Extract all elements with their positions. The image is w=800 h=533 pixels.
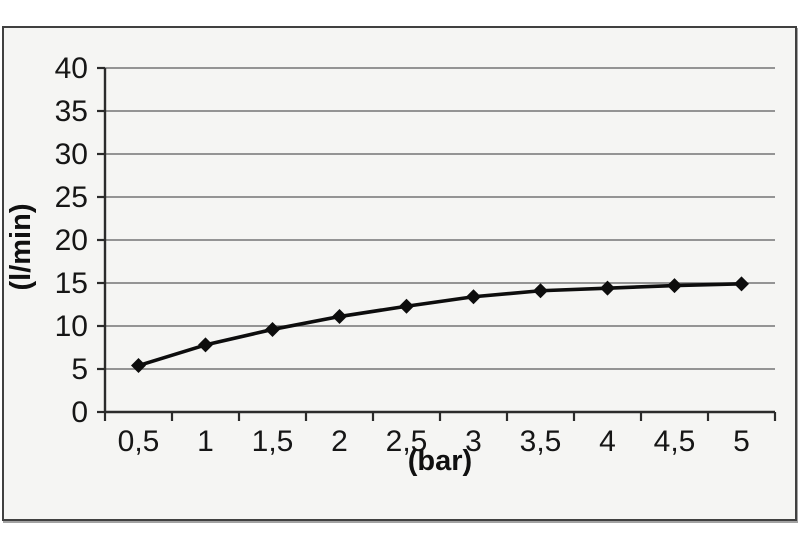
data-point-marker [265, 321, 280, 337]
y-tick-label: 25 [55, 181, 88, 214]
data-line [136, 282, 744, 368]
x-tick-label: 5 [733, 425, 750, 458]
data-point-marker [734, 276, 749, 292]
y-tick-label: 0 [71, 396, 88, 429]
x-tick-label: 0,5 [118, 425, 160, 458]
flow-chart: 0 5 10 15 20 25 30 35 40 0,5 1 1,5 2 2,5 3 3,5 4 4,5 5 (l/… [5, 52, 777, 477]
x-tick-label: 3,5 [520, 425, 562, 458]
y-tick-label: 35 [55, 95, 88, 128]
x-tick-label: 4,5 [654, 425, 696, 458]
data-point-marker [466, 289, 481, 305]
data-point-marker [667, 278, 682, 294]
data-point-marker [600, 280, 615, 296]
chart-plot-area: 0 5 10 15 20 25 30 35 40 0,5 1 1,5 2 2,5 3 3,5 4 4,5 5 [55, 52, 777, 458]
x-tick-label: 2 [331, 425, 348, 458]
y-tick-label: 40 [55, 52, 88, 85]
data-point-marker [332, 309, 347, 325]
data-point-marker [198, 337, 213, 353]
y-tick-label: 10 [55, 310, 88, 343]
y-tick-label: 15 [55, 267, 88, 300]
x-tick-label: 2,5 [386, 425, 428, 458]
y-tick-label: 5 [71, 353, 88, 386]
y-tick-label: 20 [55, 224, 88, 257]
data-point-marker [131, 358, 146, 374]
x-tick-label: 1,5 [252, 425, 294, 458]
data-point-marker [399, 298, 414, 314]
x-tick-label: 4 [599, 425, 616, 458]
x-axis-title: (bar) [408, 445, 472, 477]
y-tick-label: 30 [55, 138, 88, 171]
x-tick-label: 1 [197, 425, 214, 458]
chart-frame: 0 5 10 15 20 25 30 35 40 0,5 1 1,5 2 2,5 3 3,5 4 4,5 5 (l/… [2, 26, 797, 521]
y-axis-title: (l/min) [5, 204, 37, 291]
x-tick-label: 3 [465, 425, 482, 458]
data-point-marker [533, 283, 548, 299]
